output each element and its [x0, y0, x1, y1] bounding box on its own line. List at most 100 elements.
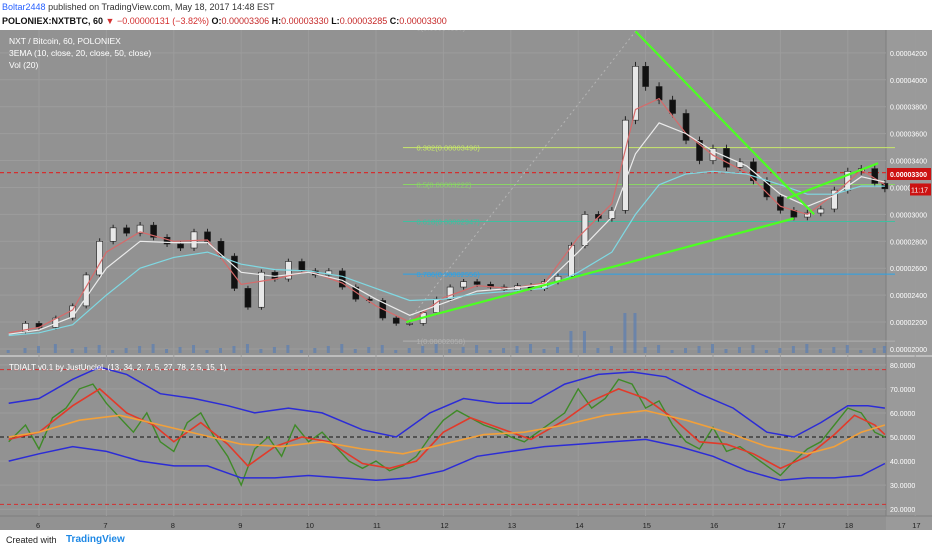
price-pane[interactable]: 0.00004200 0.00004000 0.00003800 0.00003600… [0, 30, 931, 516]
indicator-title: TDIALT v0.1 by JustUncleL (13, 34, 2, 7,… [9, 363, 227, 372]
fib-level-label: 0(0.00004387) [416, 30, 465, 33]
ema-10-line [8, 97, 886, 334]
candle-body [109, 227, 117, 242]
volume-bar [367, 347, 371, 353]
fib-level-label: 0.786(0.00002556) [416, 270, 480, 279]
candle-body [406, 323, 414, 325]
time-tick-label: 17 [777, 521, 785, 530]
candle-body [831, 189, 838, 210]
volume-bar [299, 350, 303, 353]
legend-volume: Vol (20) [9, 60, 38, 70]
volume-bar [232, 346, 236, 353]
price-tick-label: 0.00003800 [890, 105, 927, 112]
volume-bar [259, 349, 263, 353]
indicator-pane[interactable]: 80.0000 70.0000 60.0000 50.0000 40.0000 30.00… [0, 363, 915, 514]
indicator-tick-label: 30.0000 [890, 483, 915, 490]
symbol-label: POLONIEX:NXTBTC, 60 [2, 16, 104, 26]
symbol-ohlc-line: POLONIEX:NXTBTC, 60 ▼ −0.00000131 (−3.82… [2, 16, 447, 27]
volume-bar [165, 349, 169, 353]
volume-bar [582, 331, 586, 353]
candle-body [150, 224, 157, 238]
volume-bar [791, 346, 795, 353]
time-axis[interactable]: 6 7 8 9 10 11 12 13 14 15 16 17 18 17 [36, 521, 921, 530]
candle-body [622, 119, 629, 211]
tradingview-logo[interactable]: TradingView [66, 534, 125, 545]
fib-level-label: 1(0.00002058) [416, 337, 465, 346]
rsi-line [8, 378, 886, 487]
price-tick-label: 0.00002800 [890, 239, 927, 246]
falling-trendline [634, 30, 815, 216]
publish-info: published on TradingView.com, May 18, 20… [48, 2, 275, 12]
publish-line: Boltar2448 published on TradingView.com,… [2, 2, 275, 13]
volume-bar [138, 346, 142, 353]
price-axis-strip [886, 30, 932, 530]
candle-body [298, 261, 306, 272]
signal-line [8, 387, 886, 470]
time-tick-label: 8 [171, 521, 175, 530]
volume-bar [555, 347, 559, 353]
volume-bar [97, 345, 101, 353]
current-price-value: 0.00003300 [890, 172, 927, 179]
volume-bar [434, 344, 438, 353]
volume-bar [502, 348, 506, 353]
ema-50-line [8, 170, 885, 337]
volume-bar [353, 349, 357, 353]
volume-bar [475, 345, 479, 353]
volume-bar [286, 345, 290, 353]
low-value: 0.00003285 [339, 16, 388, 26]
baseline-line [8, 409, 886, 455]
volume-bar [751, 345, 755, 353]
volume-bar [542, 349, 546, 353]
volume-bar [724, 349, 728, 353]
candle-body [817, 208, 825, 214]
volume-bar [70, 349, 74, 353]
low-label: L: [331, 16, 340, 26]
candle-body [82, 274, 90, 307]
candle-body [96, 240, 103, 276]
volume-bar [832, 347, 836, 353]
volume-bar [818, 349, 822, 353]
volume-bar [340, 344, 344, 353]
candle-body [325, 270, 333, 276]
candle-body [244, 288, 252, 308]
volume-bar [6, 350, 10, 353]
volume-bar [778, 348, 782, 353]
chart-area[interactable]: 0.00004200 0.00004000 0.00003800 0.00003600… [0, 30, 932, 530]
time-tick-label: 7 [103, 521, 107, 530]
price-tick-label: 0.00003200 [890, 185, 927, 192]
volume-bar [313, 348, 317, 353]
created-with-label: Created with [6, 535, 57, 545]
time-tick-label: 9 [238, 521, 242, 530]
volume-bar [711, 344, 714, 353]
candle-body [446, 286, 454, 300]
price-legend: NXT / Bitcoin, 60, POLONIEX 3EMA (10, cl… [9, 36, 151, 70]
volume-bar [407, 348, 411, 353]
candle-body [204, 231, 211, 242]
open-value: 0.00003306 [221, 16, 270, 26]
time-tick-label: 12 [440, 521, 448, 530]
volume-bar [596, 348, 600, 353]
candle-body [123, 227, 130, 234]
price-tick-label: 0.00004000 [890, 78, 927, 85]
publish-header: Boltar2448 published on TradingView.com,… [0, 0, 932, 30]
author-link[interactable]: Boltar2448 [2, 2, 46, 12]
volume-bar [421, 346, 425, 353]
volume-bar [805, 344, 809, 353]
candle-body [608, 210, 616, 219]
volume-bar [53, 344, 57, 353]
countdown-tag [910, 183, 931, 196]
volume-bar [326, 346, 330, 353]
upper-band-line [8, 366, 886, 438]
candle-body [642, 66, 649, 87]
volume-bar [151, 344, 155, 353]
volume-bar [569, 331, 573, 353]
legend-ema: 3EMA (10, close, 20, close, 50, close) [9, 48, 151, 58]
candle-body [460, 281, 467, 288]
volume-bar [657, 345, 661, 353]
footer: Created with TradingView [0, 530, 932, 550]
volume-bar [684, 348, 688, 353]
breakout-trendline [786, 162, 879, 200]
candle-body [392, 317, 400, 324]
volume-bar [245, 344, 249, 353]
price-tick-label: 0.00003000 [890, 212, 927, 219]
